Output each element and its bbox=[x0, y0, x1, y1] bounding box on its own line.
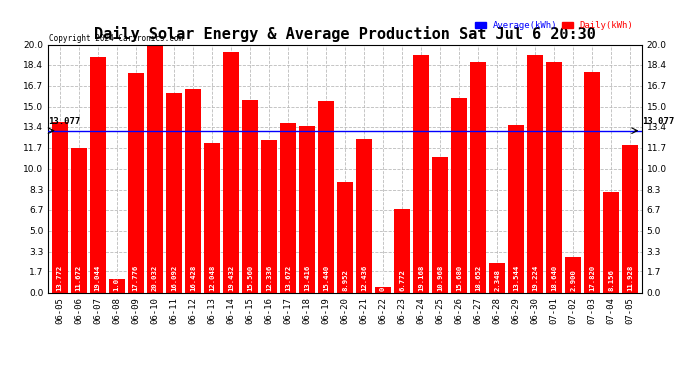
Text: 0.440: 0.440 bbox=[380, 269, 386, 291]
Text: 17.820: 17.820 bbox=[589, 264, 595, 291]
Bar bbox=[185, 89, 201, 292]
Bar bbox=[337, 182, 353, 292]
Text: 13.416: 13.416 bbox=[304, 264, 310, 291]
Bar bbox=[299, 126, 315, 292]
Text: 18.640: 18.640 bbox=[551, 264, 558, 291]
Text: 13.077: 13.077 bbox=[48, 117, 80, 126]
Text: 2.900: 2.900 bbox=[570, 269, 576, 291]
Bar bbox=[356, 139, 372, 292]
Text: 15.560: 15.560 bbox=[247, 264, 253, 291]
Bar bbox=[394, 209, 410, 292]
Text: 1.052: 1.052 bbox=[114, 269, 120, 291]
Bar bbox=[223, 52, 239, 292]
Bar bbox=[546, 62, 562, 292]
Text: 19.044: 19.044 bbox=[95, 264, 101, 291]
Text: 19.432: 19.432 bbox=[228, 264, 234, 291]
Text: 19.224: 19.224 bbox=[532, 264, 538, 291]
Text: 19.168: 19.168 bbox=[418, 264, 424, 291]
Bar bbox=[52, 122, 68, 292]
Bar bbox=[375, 287, 391, 292]
Text: 2.348: 2.348 bbox=[494, 269, 500, 291]
Text: 10.968: 10.968 bbox=[437, 264, 443, 291]
Title: Daily Solar Energy & Average Production Sat Jul 6 20:30: Daily Solar Energy & Average Production … bbox=[94, 27, 596, 42]
Text: 11.672: 11.672 bbox=[76, 264, 81, 291]
Bar bbox=[241, 100, 258, 292]
Bar bbox=[261, 140, 277, 292]
Bar bbox=[90, 57, 106, 292]
Bar bbox=[603, 192, 620, 292]
Bar bbox=[147, 45, 163, 292]
Bar bbox=[318, 101, 334, 292]
Text: 8.156: 8.156 bbox=[609, 269, 614, 291]
Text: Copyright 2024 Cartronics.com: Copyright 2024 Cartronics.com bbox=[49, 33, 183, 42]
Text: 20.032: 20.032 bbox=[152, 264, 158, 291]
Text: 17.776: 17.776 bbox=[132, 264, 139, 291]
Bar bbox=[280, 123, 296, 292]
Bar bbox=[527, 55, 543, 292]
Bar bbox=[413, 55, 429, 292]
Bar bbox=[432, 157, 448, 292]
Bar bbox=[204, 143, 220, 292]
Text: 12.336: 12.336 bbox=[266, 264, 272, 291]
Text: 18.652: 18.652 bbox=[475, 264, 481, 291]
Text: 16.428: 16.428 bbox=[190, 264, 196, 291]
Text: 15.440: 15.440 bbox=[323, 264, 329, 291]
Bar bbox=[109, 279, 125, 292]
Legend: Average(kWh), Daily(kWh): Average(kWh), Daily(kWh) bbox=[471, 17, 637, 33]
Bar bbox=[584, 72, 600, 292]
Text: 15.680: 15.680 bbox=[456, 264, 462, 291]
Bar bbox=[565, 256, 581, 292]
Bar bbox=[489, 264, 505, 292]
Text: 12.048: 12.048 bbox=[209, 264, 215, 291]
Bar bbox=[128, 72, 144, 292]
Text: 16.092: 16.092 bbox=[171, 264, 177, 291]
Text: 11.928: 11.928 bbox=[627, 264, 633, 291]
Text: 13.672: 13.672 bbox=[285, 264, 291, 291]
Bar bbox=[166, 93, 182, 292]
Bar bbox=[470, 62, 486, 292]
Text: 13.544: 13.544 bbox=[513, 264, 519, 291]
Bar bbox=[451, 99, 467, 292]
Text: 12.436: 12.436 bbox=[361, 264, 367, 291]
Text: 13.077: 13.077 bbox=[642, 117, 674, 126]
Bar bbox=[622, 145, 638, 292]
Bar bbox=[70, 148, 87, 292]
Bar bbox=[508, 125, 524, 292]
Text: 13.772: 13.772 bbox=[57, 264, 63, 291]
Text: 6.772: 6.772 bbox=[399, 269, 405, 291]
Text: 8.952: 8.952 bbox=[342, 269, 348, 291]
